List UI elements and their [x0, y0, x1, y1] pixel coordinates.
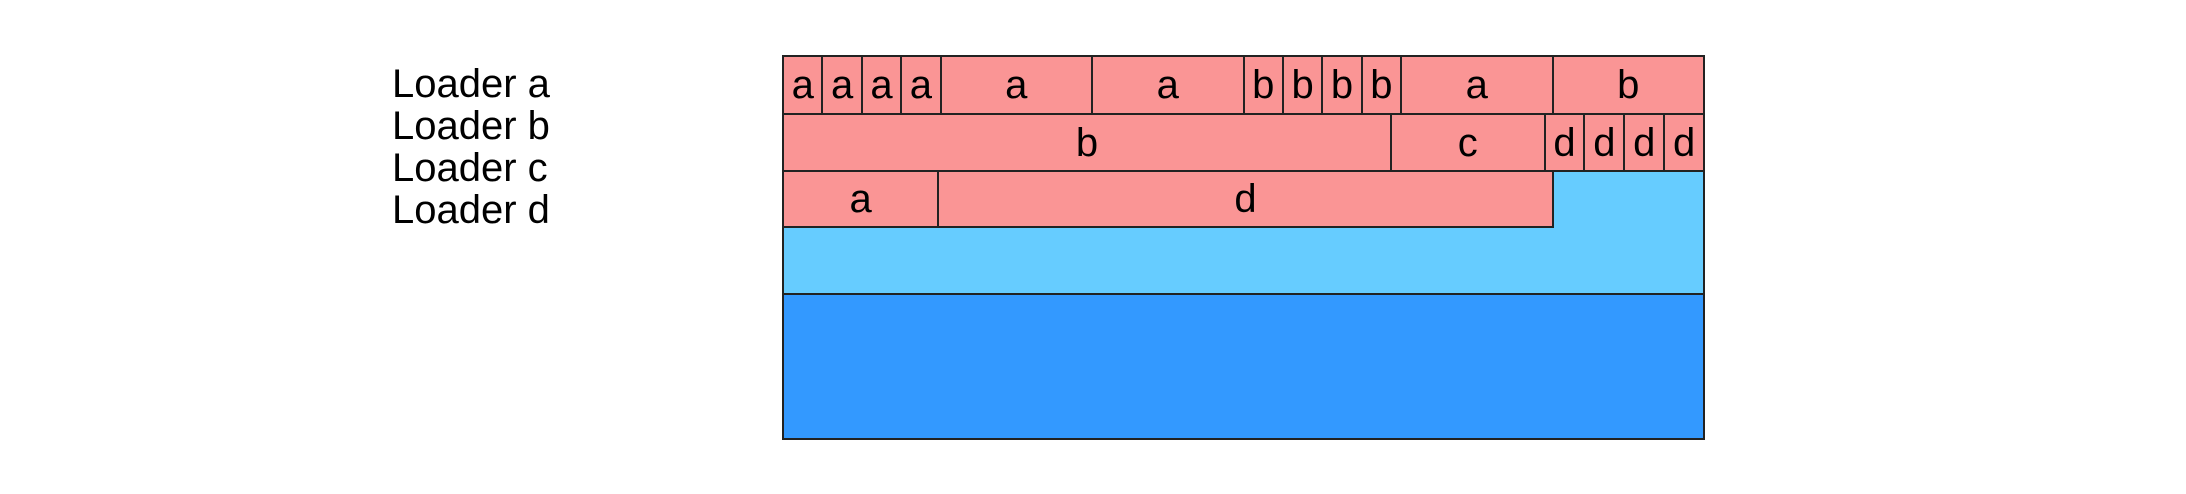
base-band — [782, 293, 1705, 440]
timeline-cell-a: a — [782, 170, 940, 228]
timeline-cell-a: a — [1091, 55, 1245, 115]
timeline-cell-a: a — [900, 55, 942, 115]
timeline-cell-a: a — [821, 55, 863, 115]
timeline-cell-d: d — [937, 170, 1554, 228]
timeline-cell-a: a — [939, 55, 1093, 115]
loader-label-a: Loader a — [392, 62, 550, 106]
timeline-cell-b: b — [1551, 55, 1705, 115]
loader-labels: Loader a Loader b Loader c Loader d — [392, 63, 550, 231]
timeline-empty-space — [1552, 170, 1705, 228]
loader-label-b: Loader b — [392, 104, 550, 148]
timeline-cell-b: b — [1242, 55, 1284, 115]
timeline-cell-b: b — [1321, 55, 1363, 115]
timeline-cell-a: a — [1400, 55, 1554, 115]
timeline-cell-d: d — [1583, 113, 1626, 172]
timeline-cell-a: a — [782, 55, 824, 115]
timeline-cell-b: b — [1281, 55, 1324, 115]
loader-label-c: Loader c — [392, 146, 548, 190]
timeline-cell-a: a — [860, 55, 903, 115]
timeline-cell-d: d — [1663, 113, 1705, 172]
timeline-cell-b: b — [1360, 55, 1402, 115]
loader-label-d: Loader d — [392, 188, 550, 232]
timeline-cell-b: b — [782, 113, 1392, 172]
timeline-cell-d: d — [1623, 113, 1666, 172]
timeline-cell-d: d — [1543, 113, 1586, 172]
timeline-cell-c: c — [1390, 113, 1546, 172]
